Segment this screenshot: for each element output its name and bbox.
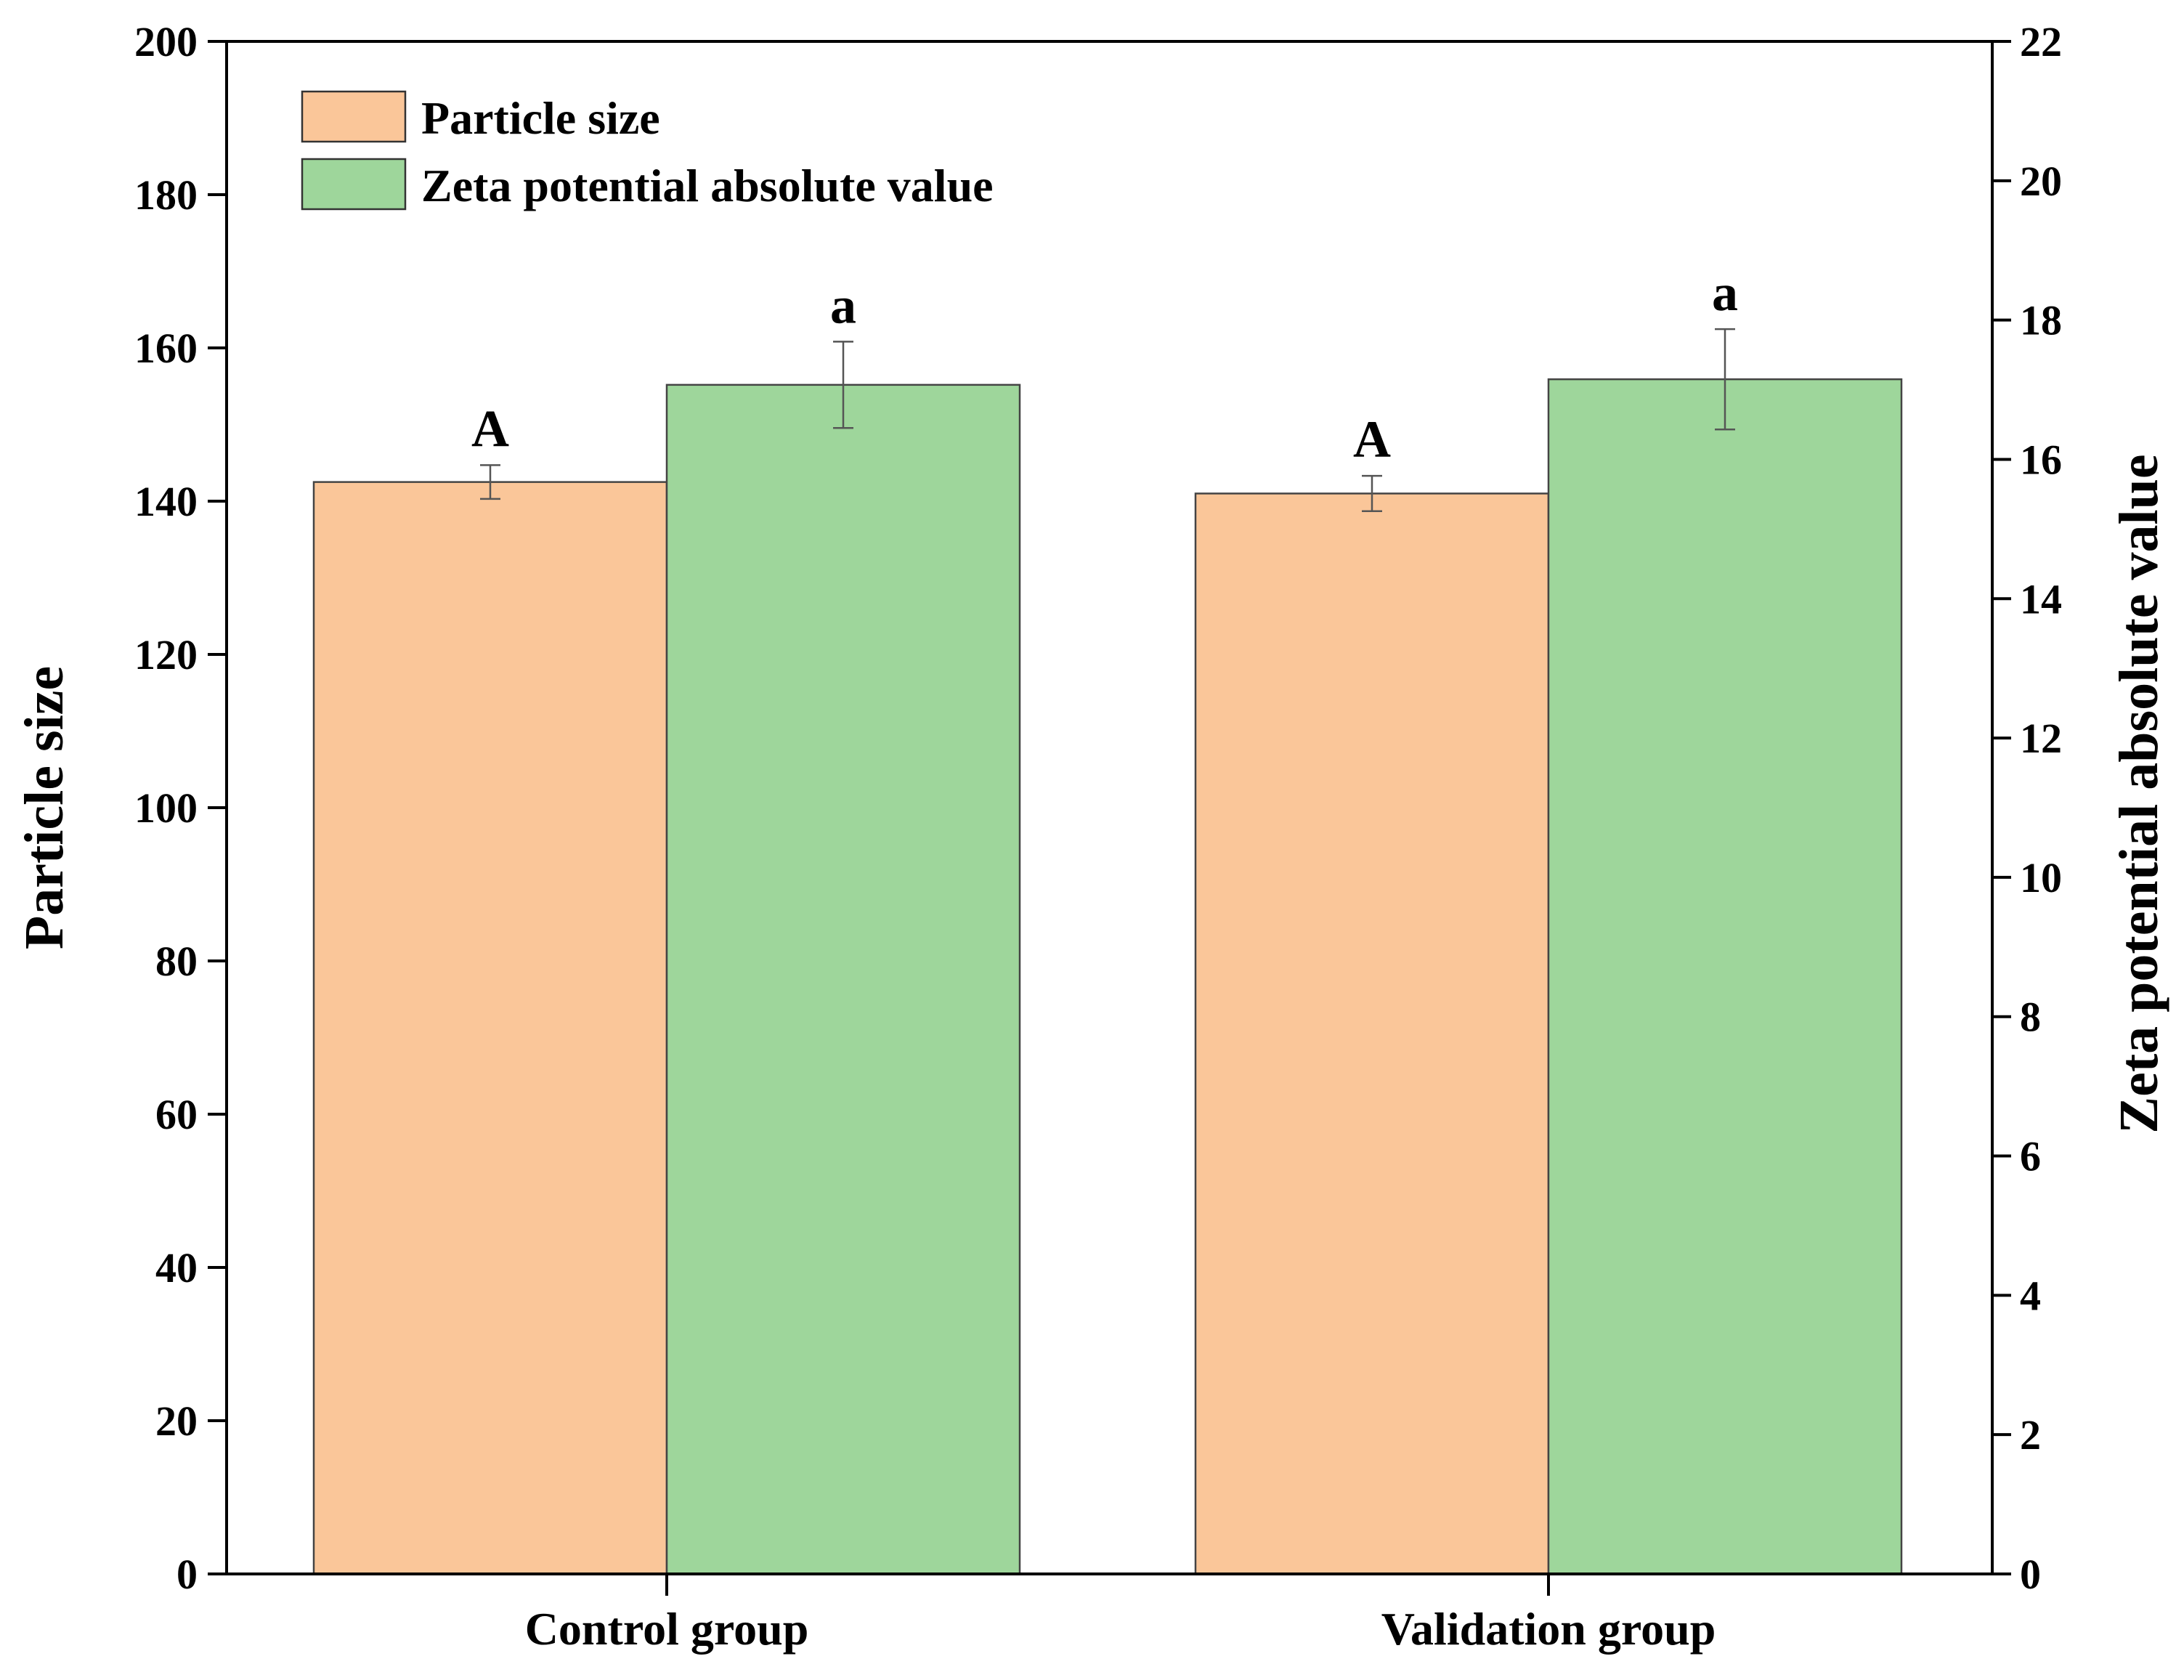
significance-label-particle-size-validation-group: A — [1353, 410, 1391, 468]
significance-labels: Aa Aa — [471, 264, 1738, 468]
error-bar-zeta-potential-absolute-value-control-group — [833, 341, 853, 429]
left-tick-label: 100 — [134, 784, 198, 832]
bars-layer — [312, 378, 1903, 1575]
right-tick-label: 14 — [2020, 575, 2062, 622]
left-tick-label: 40 — [155, 1244, 198, 1291]
left-tick-label: 80 — [155, 938, 198, 985]
significance-label-zeta-potential-absolute-value-control-group: a — [830, 276, 856, 334]
error-bar-zeta-potential-absolute-value-validation-group — [1715, 328, 1735, 431]
right-axis: 0 2 4 6 8 10 12 14 16 18 20 22 — [1992, 18, 2062, 1598]
right-tick-label: 2 — [2020, 1411, 2041, 1458]
right-tick-label: 8 — [2020, 994, 2041, 1041]
legend-label-zeta-potential: Zeta potential absolute value — [421, 160, 994, 211]
left-tick-label: 160 — [134, 325, 198, 372]
significance-label-particle-size-control-group: A — [471, 399, 509, 458]
left-tick-label: 60 — [155, 1091, 198, 1138]
right-tick-label: 6 — [2020, 1133, 2041, 1180]
left-tick-label: 200 — [134, 18, 198, 65]
right-tick-label: 10 — [2020, 854, 2062, 901]
y-axis-title: Particle size — [14, 666, 75, 949]
right-tick-label: 12 — [2020, 715, 2062, 762]
x-tick-label-validation-group: Validation group — [1381, 1603, 1716, 1655]
y2-axis-title: Zeta potential absolute value — [2108, 454, 2169, 1133]
left-tick-label: 180 — [134, 171, 198, 219]
legend-swatch-particle-size — [301, 90, 407, 143]
right-tick-label: 16 — [2020, 436, 2062, 483]
error-bar-particle-size-validation-group — [1362, 474, 1382, 512]
right-tick-label: 0 — [2020, 1551, 2041, 1598]
left-tick-label: 20 — [155, 1397, 198, 1445]
bar-particle-size-control-group — [312, 481, 668, 1575]
legend-swatch-zeta-potential — [301, 158, 407, 211]
right-tick-label: 20 — [2020, 158, 2062, 205]
bar-zeta-potential-absolute-value-control-group — [665, 384, 1021, 1575]
errorbars-layer — [480, 328, 1735, 512]
left-tick-label: 140 — [134, 478, 198, 525]
right-tick-label: 18 — [2020, 297, 2062, 344]
legend-label-particle-size: Particle size — [421, 92, 660, 144]
right-tick-label: 22 — [2020, 18, 2062, 65]
bar-particle-size-validation-group — [1194, 492, 1550, 1575]
x-axis: Control group Validation group — [525, 1574, 1716, 1655]
error-bar-particle-size-control-group — [480, 464, 500, 500]
legend: Particle size Zeta potential absolute va… — [301, 90, 994, 211]
left-axis: 0 20 40 60 80 100 120 140 160 180 200 — [134, 18, 227, 1598]
x-tick-label-control-group: Control group — [525, 1603, 809, 1655]
bar-zeta-potential-absolute-value-validation-group — [1547, 378, 1903, 1575]
significance-label-zeta-potential-absolute-value-validation-group: a — [1712, 264, 1738, 322]
left-tick-label: 120 — [134, 631, 198, 678]
left-tick-label: 0 — [176, 1551, 198, 1598]
right-tick-label: 4 — [2020, 1272, 2041, 1319]
